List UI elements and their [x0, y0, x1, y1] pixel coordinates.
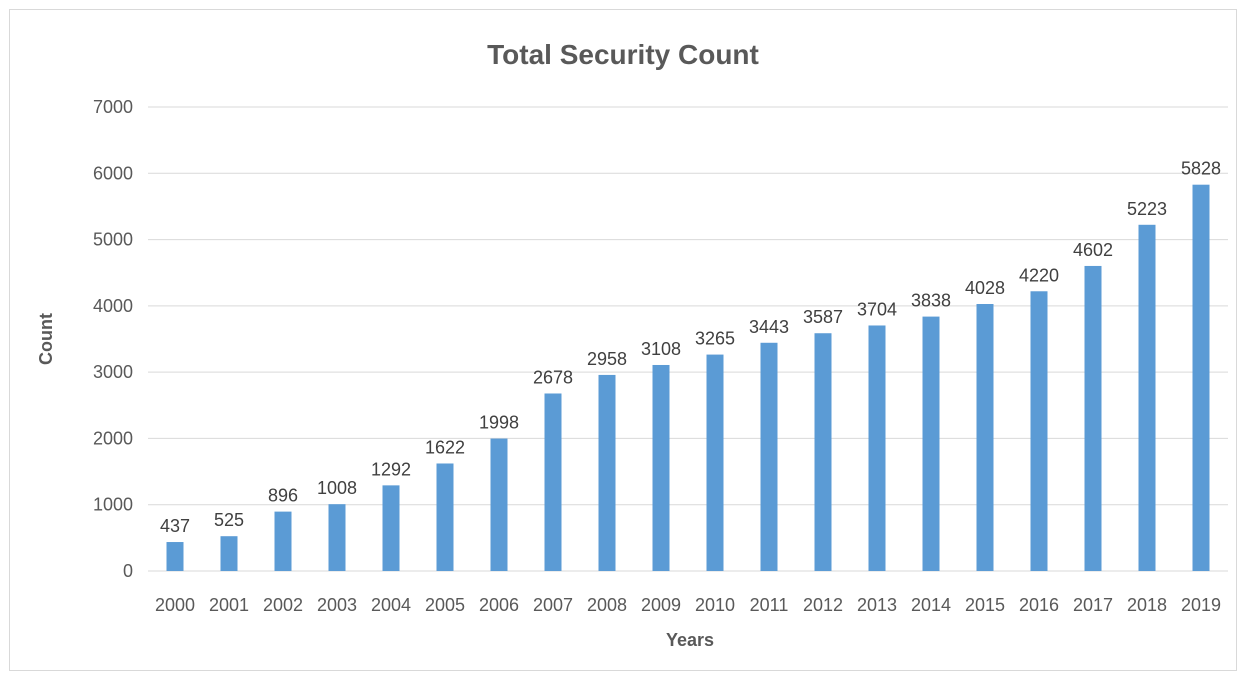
data-label: 3443 — [749, 317, 789, 337]
data-label: 1292 — [371, 459, 411, 479]
bar — [544, 393, 562, 571]
bar — [1084, 265, 1102, 571]
y-tick-label: 2000 — [93, 428, 133, 448]
y-tick-label: 1000 — [93, 495, 133, 515]
x-tick-label: 2004 — [371, 595, 411, 615]
x-axis-ticks: 2000 2001 2002 2003 2004 2005 2006 2007 2008 2009… — [155, 595, 1221, 615]
bar — [598, 374, 616, 571]
bar — [976, 304, 994, 571]
x-tick-label: 2017 — [1073, 595, 1113, 615]
data-label: 2678 — [533, 367, 573, 387]
y-tick-label: 7000 — [93, 97, 133, 117]
bar — [490, 438, 508, 571]
y-tick-label: 0 — [123, 561, 133, 581]
data-label: 525 — [214, 510, 244, 530]
y-tick-label: 3000 — [93, 362, 133, 382]
x-tick-label: 2006 — [479, 595, 519, 615]
data-label: 2958 — [587, 349, 627, 369]
x-tick-label: 2016 — [1019, 595, 1059, 615]
data-label: 3587 — [803, 307, 843, 327]
bar — [1030, 291, 1048, 571]
data-label: 1008 — [317, 478, 357, 498]
y-tick-label: 5000 — [93, 230, 133, 250]
bar — [274, 511, 292, 571]
bars — [166, 184, 1210, 571]
bar — [1138, 224, 1156, 571]
data-label: 4602 — [1073, 240, 1113, 260]
data-label: 3704 — [857, 299, 897, 319]
bar — [652, 364, 670, 571]
x-tick-label: 2010 — [695, 595, 735, 615]
bar — [760, 342, 778, 571]
x-tick-label: 2014 — [911, 595, 951, 615]
x-tick-label: 2005 — [425, 595, 465, 615]
chart-title: Total Security Count — [487, 39, 759, 70]
x-tick-label: 2013 — [857, 595, 897, 615]
data-label: 3265 — [695, 329, 735, 349]
x-tick-label: 2012 — [803, 595, 843, 615]
bar — [706, 354, 724, 571]
data-label: 4028 — [965, 278, 1005, 298]
bar — [922, 316, 940, 571]
data-labels: 437 525 896 1008 1292 1622 1998 2678 2958 3108 326… — [160, 159, 1221, 536]
y-axis-ticks: 0 1000 2000 3000 4000 5000 6000 7000 — [93, 97, 133, 581]
x-tick-label: 2000 — [155, 595, 195, 615]
x-tick-label: 2008 — [587, 595, 627, 615]
x-axis-title: Years — [666, 630, 714, 650]
data-label: 4220 — [1019, 265, 1059, 285]
data-label: 5828 — [1181, 159, 1221, 179]
data-label: 3108 — [641, 339, 681, 359]
bar — [382, 485, 400, 571]
bar — [436, 463, 454, 571]
data-label: 3838 — [911, 291, 951, 311]
y-tick-label: 4000 — [93, 296, 133, 316]
x-tick-label: 2011 — [750, 595, 789, 615]
y-axis-title: Count — [36, 313, 56, 365]
x-tick-label: 2002 — [263, 595, 303, 615]
bar — [328, 504, 346, 571]
x-tick-label: 2003 — [317, 595, 357, 615]
x-tick-label: 2019 — [1181, 595, 1221, 615]
gridlines — [148, 106, 1228, 572]
x-tick-label: 2007 — [533, 595, 573, 615]
data-label: 896 — [268, 486, 298, 506]
y-tick-label: 6000 — [93, 163, 133, 183]
data-label: 1622 — [425, 437, 465, 457]
data-label: 1998 — [479, 413, 519, 433]
bar — [166, 542, 184, 571]
data-label: 5223 — [1127, 199, 1167, 219]
x-tick-label: 2001 — [209, 595, 249, 615]
x-tick-label: 2015 — [965, 595, 1005, 615]
bar — [1192, 184, 1210, 571]
x-tick-label: 2018 — [1127, 595, 1167, 615]
data-label: 437 — [160, 516, 190, 536]
bar — [814, 333, 832, 571]
bar — [868, 325, 886, 571]
bar — [220, 536, 238, 571]
x-tick-label: 2009 — [641, 595, 681, 615]
